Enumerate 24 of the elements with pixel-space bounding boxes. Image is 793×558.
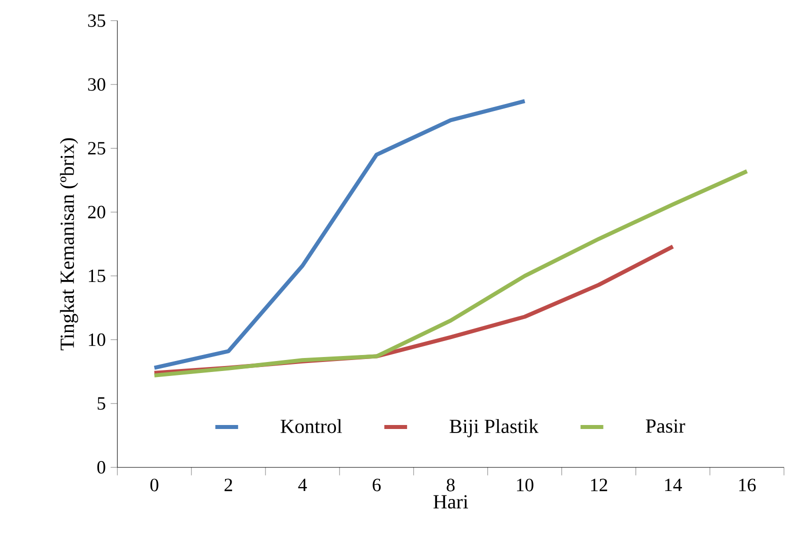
y-tick-label: 15 xyxy=(88,270,106,282)
x-axis-title: Hari xyxy=(433,495,468,509)
line-series xyxy=(152,99,527,370)
line-series xyxy=(152,169,749,378)
legend-label: Pasir xyxy=(646,419,686,433)
x-tick-label: 10 xyxy=(517,478,534,492)
x-tick-label: 14 xyxy=(665,478,682,492)
y-tick-label: 10 xyxy=(88,333,106,346)
y-tick-label: 35 xyxy=(88,14,106,27)
y-tick-label: 30 xyxy=(88,78,106,91)
y-tick-label: 0 xyxy=(97,461,106,474)
x-tick-label: 12 xyxy=(591,478,608,492)
y-tick-label: 25 xyxy=(88,142,106,155)
x-tick-label: 4 xyxy=(298,478,307,491)
y-tick-label: 20 xyxy=(88,206,106,218)
x-tick-label: 6 xyxy=(372,478,381,492)
x-tick-label: 0 xyxy=(150,478,158,492)
y-axis-title: Tingkat Kemanisan (ºbrix) xyxy=(60,138,78,350)
x-tick-label: 16 xyxy=(739,478,756,492)
x-tick-label: 2 xyxy=(224,478,232,492)
x-tick-label: 8 xyxy=(446,478,455,492)
y-tick-label: 5 xyxy=(98,397,106,410)
legend-label: Kontrol xyxy=(280,419,342,434)
legend-label: Biji Plastik xyxy=(450,419,539,438)
